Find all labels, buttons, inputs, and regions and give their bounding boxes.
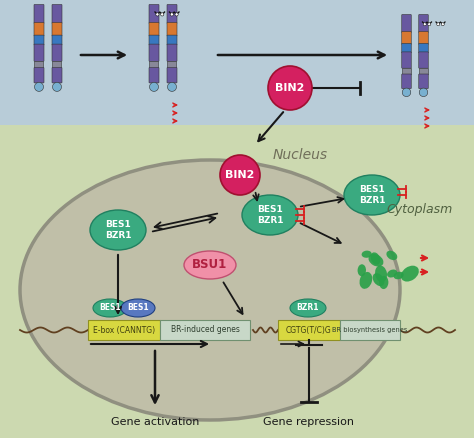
FancyBboxPatch shape — [149, 44, 159, 61]
Ellipse shape — [242, 195, 298, 235]
FancyBboxPatch shape — [402, 68, 411, 74]
FancyBboxPatch shape — [167, 67, 177, 83]
Text: BR biosynthesis genes: BR biosynthesis genes — [332, 327, 408, 333]
Circle shape — [175, 13, 178, 16]
Ellipse shape — [379, 276, 388, 289]
FancyBboxPatch shape — [167, 4, 177, 24]
Ellipse shape — [371, 252, 380, 265]
FancyBboxPatch shape — [149, 4, 159, 24]
Ellipse shape — [373, 273, 384, 286]
Text: BES1: BES1 — [99, 304, 121, 312]
FancyBboxPatch shape — [402, 32, 411, 44]
FancyBboxPatch shape — [88, 320, 160, 340]
FancyBboxPatch shape — [402, 74, 411, 88]
Text: Gene repression: Gene repression — [264, 417, 355, 427]
Text: BSU1: BSU1 — [192, 258, 228, 272]
Ellipse shape — [20, 160, 400, 420]
Circle shape — [437, 23, 440, 26]
FancyBboxPatch shape — [34, 35, 44, 45]
FancyBboxPatch shape — [167, 61, 176, 68]
Ellipse shape — [387, 269, 397, 278]
FancyBboxPatch shape — [419, 43, 428, 53]
FancyBboxPatch shape — [53, 61, 62, 68]
FancyBboxPatch shape — [34, 4, 44, 24]
Circle shape — [423, 23, 426, 26]
Ellipse shape — [290, 299, 326, 317]
FancyBboxPatch shape — [52, 4, 62, 24]
Text: BR-induced genes: BR-induced genes — [171, 325, 239, 335]
Circle shape — [419, 88, 428, 97]
Text: BES1: BES1 — [127, 304, 149, 312]
FancyBboxPatch shape — [419, 74, 428, 88]
Circle shape — [220, 155, 260, 195]
Text: BIN2: BIN2 — [275, 83, 305, 93]
Ellipse shape — [184, 251, 236, 279]
FancyBboxPatch shape — [34, 67, 44, 83]
FancyBboxPatch shape — [149, 67, 159, 83]
Text: CGTG(T/C)G: CGTG(T/C)G — [286, 325, 332, 335]
Ellipse shape — [360, 272, 372, 289]
FancyBboxPatch shape — [160, 320, 250, 340]
Circle shape — [53, 82, 62, 92]
FancyBboxPatch shape — [149, 35, 159, 45]
FancyBboxPatch shape — [402, 14, 411, 32]
Text: Cytoplasm: Cytoplasm — [387, 204, 453, 216]
FancyBboxPatch shape — [35, 61, 44, 68]
Text: E-box (CANNTG): E-box (CANNTG) — [93, 325, 155, 335]
Ellipse shape — [121, 299, 155, 317]
FancyBboxPatch shape — [340, 320, 400, 340]
FancyBboxPatch shape — [0, 0, 474, 125]
Ellipse shape — [93, 299, 127, 317]
FancyBboxPatch shape — [278, 320, 340, 340]
FancyBboxPatch shape — [419, 68, 428, 74]
FancyBboxPatch shape — [52, 22, 62, 36]
FancyBboxPatch shape — [402, 43, 411, 53]
Circle shape — [149, 82, 158, 92]
FancyBboxPatch shape — [52, 44, 62, 61]
Ellipse shape — [90, 210, 146, 250]
Ellipse shape — [344, 175, 400, 215]
FancyBboxPatch shape — [52, 67, 62, 83]
Text: Nucleus: Nucleus — [273, 148, 328, 162]
Circle shape — [402, 88, 411, 97]
FancyBboxPatch shape — [419, 14, 428, 32]
FancyBboxPatch shape — [149, 61, 158, 68]
Ellipse shape — [368, 254, 383, 267]
Circle shape — [167, 82, 176, 92]
Circle shape — [268, 66, 312, 110]
Ellipse shape — [386, 251, 397, 260]
FancyBboxPatch shape — [149, 22, 159, 36]
Text: BZR1: BZR1 — [297, 304, 319, 312]
Ellipse shape — [393, 272, 404, 279]
Text: BES1
BZR1: BES1 BZR1 — [257, 205, 283, 225]
FancyBboxPatch shape — [419, 32, 428, 44]
Text: BES1
BZR1: BES1 BZR1 — [105, 220, 131, 240]
FancyBboxPatch shape — [167, 35, 177, 45]
FancyBboxPatch shape — [167, 22, 177, 36]
Ellipse shape — [401, 266, 419, 282]
Ellipse shape — [357, 264, 366, 276]
Circle shape — [170, 13, 173, 16]
Text: BIN2: BIN2 — [225, 170, 255, 180]
FancyBboxPatch shape — [34, 44, 44, 61]
FancyBboxPatch shape — [34, 22, 44, 36]
FancyBboxPatch shape — [419, 52, 428, 68]
Circle shape — [428, 23, 431, 26]
Text: BES1
BZR1: BES1 BZR1 — [359, 185, 385, 205]
Circle shape — [35, 82, 44, 92]
Ellipse shape — [362, 251, 372, 258]
FancyBboxPatch shape — [52, 35, 62, 45]
Circle shape — [441, 23, 444, 26]
Circle shape — [156, 13, 159, 16]
FancyBboxPatch shape — [167, 44, 177, 61]
Circle shape — [161, 13, 164, 16]
Ellipse shape — [375, 265, 387, 282]
Text: Gene activation: Gene activation — [111, 417, 199, 427]
FancyBboxPatch shape — [402, 52, 411, 68]
